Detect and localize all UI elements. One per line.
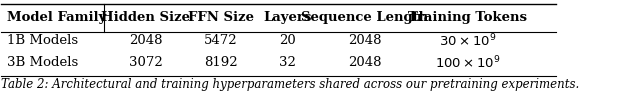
Text: 3B Models: 3B Models (7, 56, 78, 69)
Text: Hidden Size: Hidden Size (101, 11, 190, 24)
Text: 3072: 3072 (129, 56, 163, 69)
Text: $100 \times 10^{9}$: $100 \times 10^{9}$ (435, 54, 500, 71)
Text: 2048: 2048 (348, 56, 381, 69)
Text: Training Tokens: Training Tokens (408, 11, 527, 24)
Text: 2048: 2048 (348, 34, 381, 47)
Text: Sequence Length: Sequence Length (301, 11, 428, 24)
Text: 8192: 8192 (204, 56, 237, 69)
Text: 20: 20 (279, 34, 296, 47)
Text: 1B Models: 1B Models (7, 34, 78, 47)
Text: Table 2: Architectural and training hyperparameters shared across our pretrainin: Table 2: Architectural and training hype… (1, 78, 580, 91)
Text: $30 \times 10^{9}$: $30 \times 10^{9}$ (439, 32, 496, 49)
Text: 5472: 5472 (204, 34, 237, 47)
Text: FFN Size: FFN Size (188, 11, 253, 24)
Text: Layers: Layers (263, 11, 312, 24)
Text: 32: 32 (279, 56, 296, 69)
Text: Model Family: Model Family (7, 11, 106, 24)
Text: 2048: 2048 (129, 34, 163, 47)
